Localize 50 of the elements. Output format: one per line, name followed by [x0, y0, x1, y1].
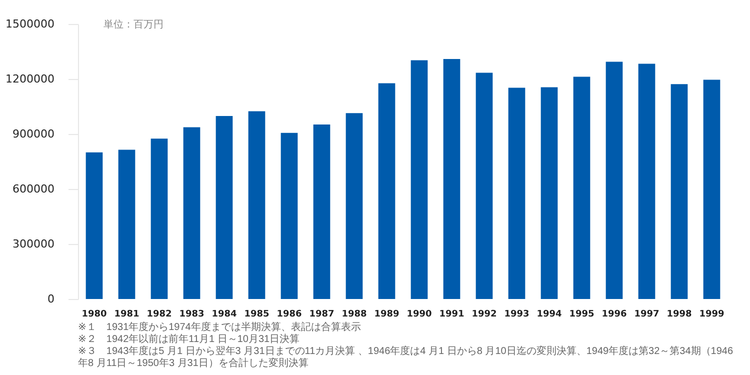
x-tick-label: 1983 [179, 310, 204, 320]
x-tick-label: 1982 [146, 310, 172, 320]
x-tick-label: 1987 [309, 310, 334, 320]
bar [703, 80, 720, 299]
bar [540, 87, 558, 299]
y-tick-label: 300000 [12, 238, 54, 250]
bar [443, 59, 460, 299]
bar [410, 60, 428, 299]
bar [183, 127, 200, 299]
x-tick-label: 1992 [472, 310, 497, 320]
bar [573, 76, 590, 299]
text: ※２ 1942年以前は前年11月1 日～10月31日決算 [78, 334, 301, 346]
bar [150, 138, 168, 299]
text: ※３ 1943年度は5 月1 日から翌年3 月31日までの11カ月決算 、1946年度は4 月1 日から8 月10日迄の変則決算、1949年度は第32～第34期（1946年8 月11日～1950年3 月31日）を合計した変則決算 [78, 346, 734, 370]
bar [508, 88, 526, 299]
text: ※１ 1931年度から1974年度までは半期決算、表記は合算表示 [78, 322, 362, 334]
y-tick-label: 900000 [12, 128, 54, 140]
bar [378, 83, 396, 299]
x-tick-label: 1989 [374, 310, 400, 320]
x-tick-label: 1999 [699, 310, 724, 320]
x-tick-label: 1986 [276, 310, 302, 320]
y-tick-label: 1200000 [6, 72, 54, 86]
y-tick-label: 600000 [12, 182, 54, 196]
y-tick-label: 1500000 [6, 18, 54, 30]
x-tick-label: 1996 [602, 310, 627, 320]
y-axis-title: 単位：百万円 [104, 18, 164, 30]
bar [476, 72, 493, 299]
bar [248, 111, 266, 299]
x-tick-label: 1991 [439, 310, 464, 320]
bar [86, 152, 103, 299]
x-tick-label: 1995 [569, 310, 594, 320]
bar [670, 84, 688, 299]
x-tick-label: 1988 [342, 310, 367, 320]
x-tick-label: 1981 [114, 310, 140, 320]
bar [638, 64, 656, 299]
x-tick-label: 1993 [504, 310, 530, 320]
y-tick-label: 0 [48, 292, 54, 306]
x-tick-label: 1985 [244, 310, 270, 320]
x-tick-label: 1984 [212, 310, 237, 320]
bar [118, 150, 136, 299]
x-tick-label: 1997 [634, 310, 660, 320]
x-tick-label: 1980 [82, 310, 107, 320]
bar [280, 132, 298, 299]
x-tick-label: 1994 [536, 310, 562, 320]
x-tick-label: 1998 [666, 310, 692, 320]
bar [313, 124, 330, 299]
x-tick-label: 1990 [406, 310, 432, 320]
bar [216, 116, 233, 299]
bar [606, 62, 623, 299]
bar [346, 113, 363, 299]
